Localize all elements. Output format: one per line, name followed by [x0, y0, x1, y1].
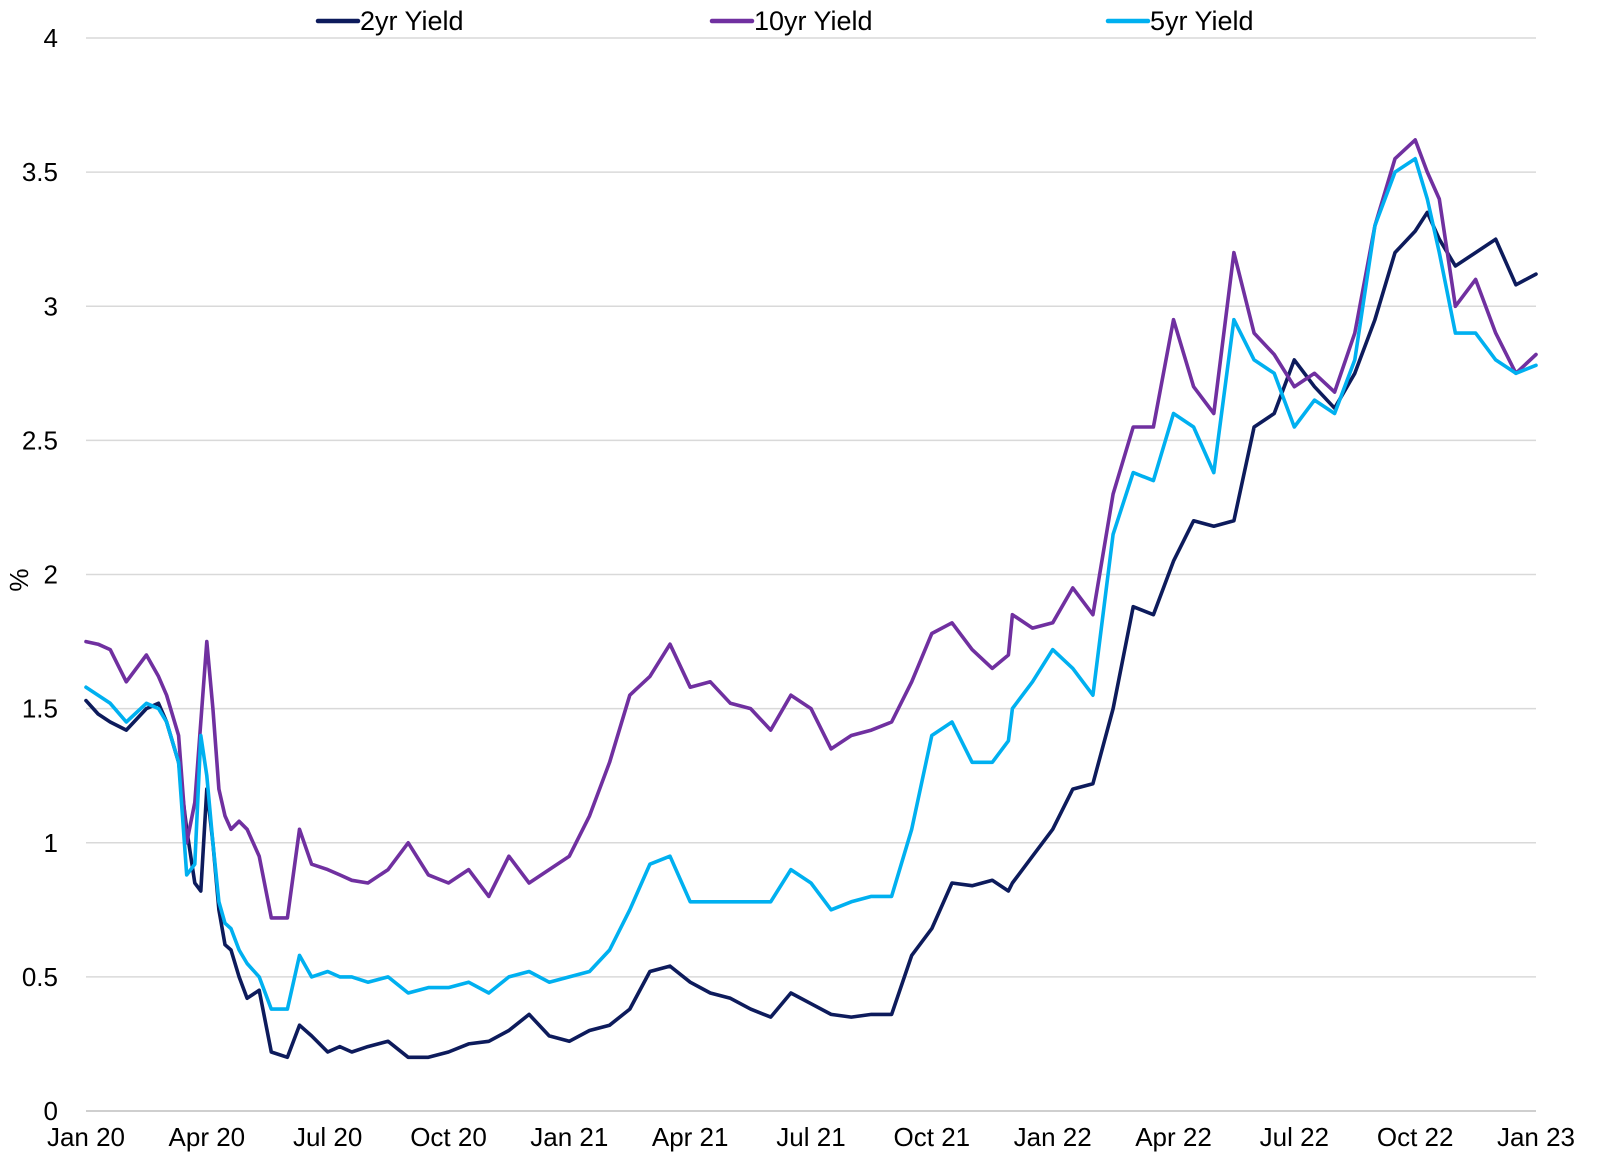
series-line-5yr-yield: [84, 156, 1538, 1011]
y-tick-label: 2: [44, 560, 58, 590]
y-tick-label: 0: [44, 1096, 58, 1126]
x-tick-label: Oct 21: [894, 1122, 971, 1152]
y-tick-label: 1: [44, 828, 58, 858]
x-tick-label: Jan 21: [530, 1122, 608, 1152]
gridlines: [86, 37, 1536, 1112]
legend-label: 10yr Yield: [754, 6, 873, 36]
y-tick-label: 4: [44, 23, 58, 53]
x-tick-label: Apr 22: [1135, 1122, 1212, 1152]
y-axis-ticks: 0 0.5 1 1.5 2 2.5 3 3.5 4: [22, 23, 58, 1126]
x-tick-label: Jan 22: [1014, 1122, 1092, 1152]
x-tick-label: Jan 23: [1497, 1122, 1575, 1152]
x-tick-label: Oct 22: [1377, 1122, 1454, 1152]
series-line-10yr-yield: [84, 138, 1538, 920]
legend-label: 5yr Yield: [1150, 6, 1254, 36]
x-tick-label: Jul 22: [1260, 1122, 1329, 1152]
x-tick-label: Apr 20: [169, 1122, 246, 1152]
x-tick-label: Oct 20: [410, 1122, 487, 1152]
y-tick-label: 1.5: [22, 694, 58, 724]
x-tick-label: Jan 20: [47, 1122, 125, 1152]
y-tick-label: 3.5: [22, 157, 58, 187]
x-tick-label: Jul 21: [776, 1122, 845, 1152]
series-line-2yr-yield: [84, 210, 1538, 1060]
y-tick-label: 3: [44, 291, 58, 321]
x-axis-ticks: Jan 20 Apr 20 Jul 20 Oct 20 Jan 21 Apr 21 Jul …: [47, 1122, 1575, 1152]
legend-label: 2yr Yield: [360, 6, 464, 36]
y-tick-label: 2.5: [22, 425, 58, 455]
y-tick-label: 0.5: [22, 962, 58, 992]
x-tick-label: Apr 21: [652, 1122, 729, 1152]
x-tick-label: Jul 20: [293, 1122, 362, 1152]
series-lines: [84, 138, 1538, 1060]
legend: 2yr Yield 10yr Yield 5yr Yield: [315, 6, 1254, 36]
y-axis-label: %: [4, 568, 34, 591]
